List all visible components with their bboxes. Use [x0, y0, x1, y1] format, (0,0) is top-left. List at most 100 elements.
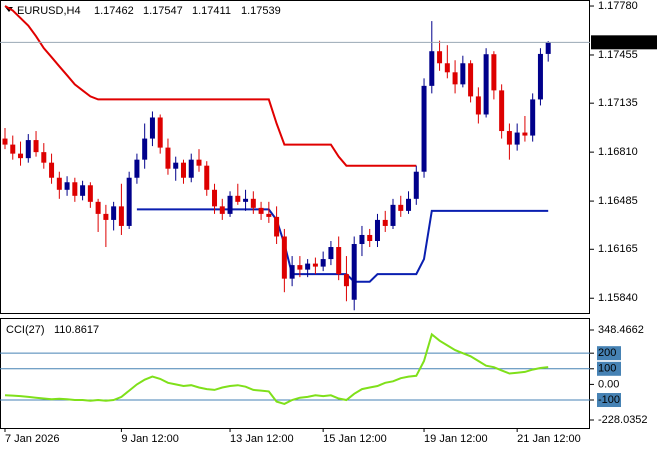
candle-body — [180, 162, 186, 178]
candle-body — [514, 132, 520, 145]
y-tick-label: 1.16810 — [598, 146, 638, 158]
candle-body — [142, 138, 148, 160]
close-value: 1.17539 — [241, 5, 281, 17]
candle-body — [429, 51, 435, 86]
y-tick-label: 1.16485 — [598, 195, 638, 207]
candle-body — [460, 63, 466, 85]
candle-body — [41, 152, 47, 163]
candle-body — [305, 263, 311, 270]
candle-body — [204, 165, 210, 190]
last-price-label: 1.17539 — [598, 36, 638, 48]
cci-panel — [0, 318, 590, 429]
candle-body — [18, 153, 24, 159]
y-tick-label: 1.16165 — [598, 243, 638, 255]
candle-body — [212, 189, 218, 207]
candle-body — [537, 53, 543, 100]
candle-body — [258, 207, 264, 214]
candle-body — [343, 274, 349, 287]
low-value: 1.17411 — [192, 5, 231, 17]
candle-body — [374, 219, 380, 242]
y-tick-label: 1.17455 — [598, 49, 638, 61]
x-tick-label: 9 Jan 12:00 — [121, 433, 178, 445]
high-value: 1.17547 — [143, 5, 183, 17]
candle-body — [49, 162, 55, 178]
candle-body — [506, 131, 512, 145]
candle-body — [351, 244, 357, 300]
candle-body — [320, 259, 326, 267]
candle-body — [64, 182, 70, 190]
candle-body — [545, 42, 551, 54]
candle-body — [235, 195, 241, 202]
candle-body — [499, 90, 505, 132]
candle-body — [10, 144, 16, 154]
candle-body — [80, 185, 86, 196]
candle-body — [437, 51, 443, 64]
price-panel — [0, 0, 590, 314]
y-tick-label: 1.17780 — [598, 0, 638, 12]
y-tick-label: -228.0352 — [598, 414, 648, 426]
level-box — [597, 361, 621, 376]
candle-body — [452, 72, 458, 85]
x-tick-label: 13 Jan 12:00 — [230, 433, 294, 445]
x-tick-label: 7 Jan 2026 — [5, 433, 59, 445]
candle-body — [289, 265, 295, 279]
open-value: 1.17462 — [94, 5, 134, 17]
overlay-line — [4, 5, 417, 167]
candle-body — [149, 117, 155, 139]
cci-value: 110.8617 — [54, 324, 99, 336]
y-tick-label: 1.17135 — [598, 97, 638, 109]
y-tick-label: 1.15840 — [598, 292, 638, 304]
candle-body — [196, 159, 202, 166]
candle-body — [134, 159, 140, 178]
candle-body — [72, 182, 78, 196]
candle-body — [111, 206, 117, 220]
candle-body — [87, 185, 93, 202]
candle-body — [359, 234, 365, 245]
candle-body — [227, 195, 233, 214]
symbol: EURUSD,H4 — [17, 5, 81, 17]
level-box — [597, 346, 621, 361]
x-tick-label: 21 Jan 12:00 — [517, 433, 581, 445]
candle-body — [483, 54, 489, 115]
candle-body — [398, 204, 404, 211]
candle-body — [281, 236, 287, 279]
candle-body — [103, 213, 109, 220]
candle-body — [157, 117, 163, 148]
candle-body — [530, 99, 536, 136]
candle-body — [297, 265, 303, 270]
candle-body — [188, 159, 194, 178]
candle-body — [406, 198, 412, 211]
candle-body — [118, 206, 124, 226]
candle-body — [475, 96, 481, 115]
cci-line — [4, 332, 549, 405]
candle-body — [56, 177, 62, 190]
level-box — [597, 393, 621, 408]
candle-body — [243, 198, 249, 202]
candle-body — [95, 201, 101, 214]
candle-body — [266, 213, 272, 217]
candle-body — [421, 85, 427, 172]
candle-body — [25, 140, 31, 159]
y-tick-label: 348.4662 — [598, 324, 644, 336]
candle-body — [33, 140, 39, 153]
candle-body — [491, 54, 497, 91]
candle-body — [522, 132, 528, 136]
candle-body — [219, 206, 225, 214]
candle-body — [126, 177, 132, 226]
y-tick-label: 100 — [598, 363, 616, 375]
candle-body — [250, 198, 256, 208]
y-tick-label: 0.00 — [598, 378, 619, 390]
candle-body — [413, 171, 419, 199]
candle-body — [336, 247, 342, 275]
candle-body — [2, 138, 8, 145]
cci-title: CCI(27) — [6, 324, 45, 336]
last-price-box — [591, 35, 657, 50]
candle-body — [274, 216, 280, 237]
candle-body — [444, 63, 450, 73]
y-tick-label: -100 — [598, 394, 620, 406]
candle-body — [312, 263, 318, 267]
x-tick-label: 15 Jan 12:00 — [323, 433, 387, 445]
candle-body — [165, 147, 171, 169]
candle-body — [173, 162, 179, 169]
candle-body — [390, 204, 396, 226]
